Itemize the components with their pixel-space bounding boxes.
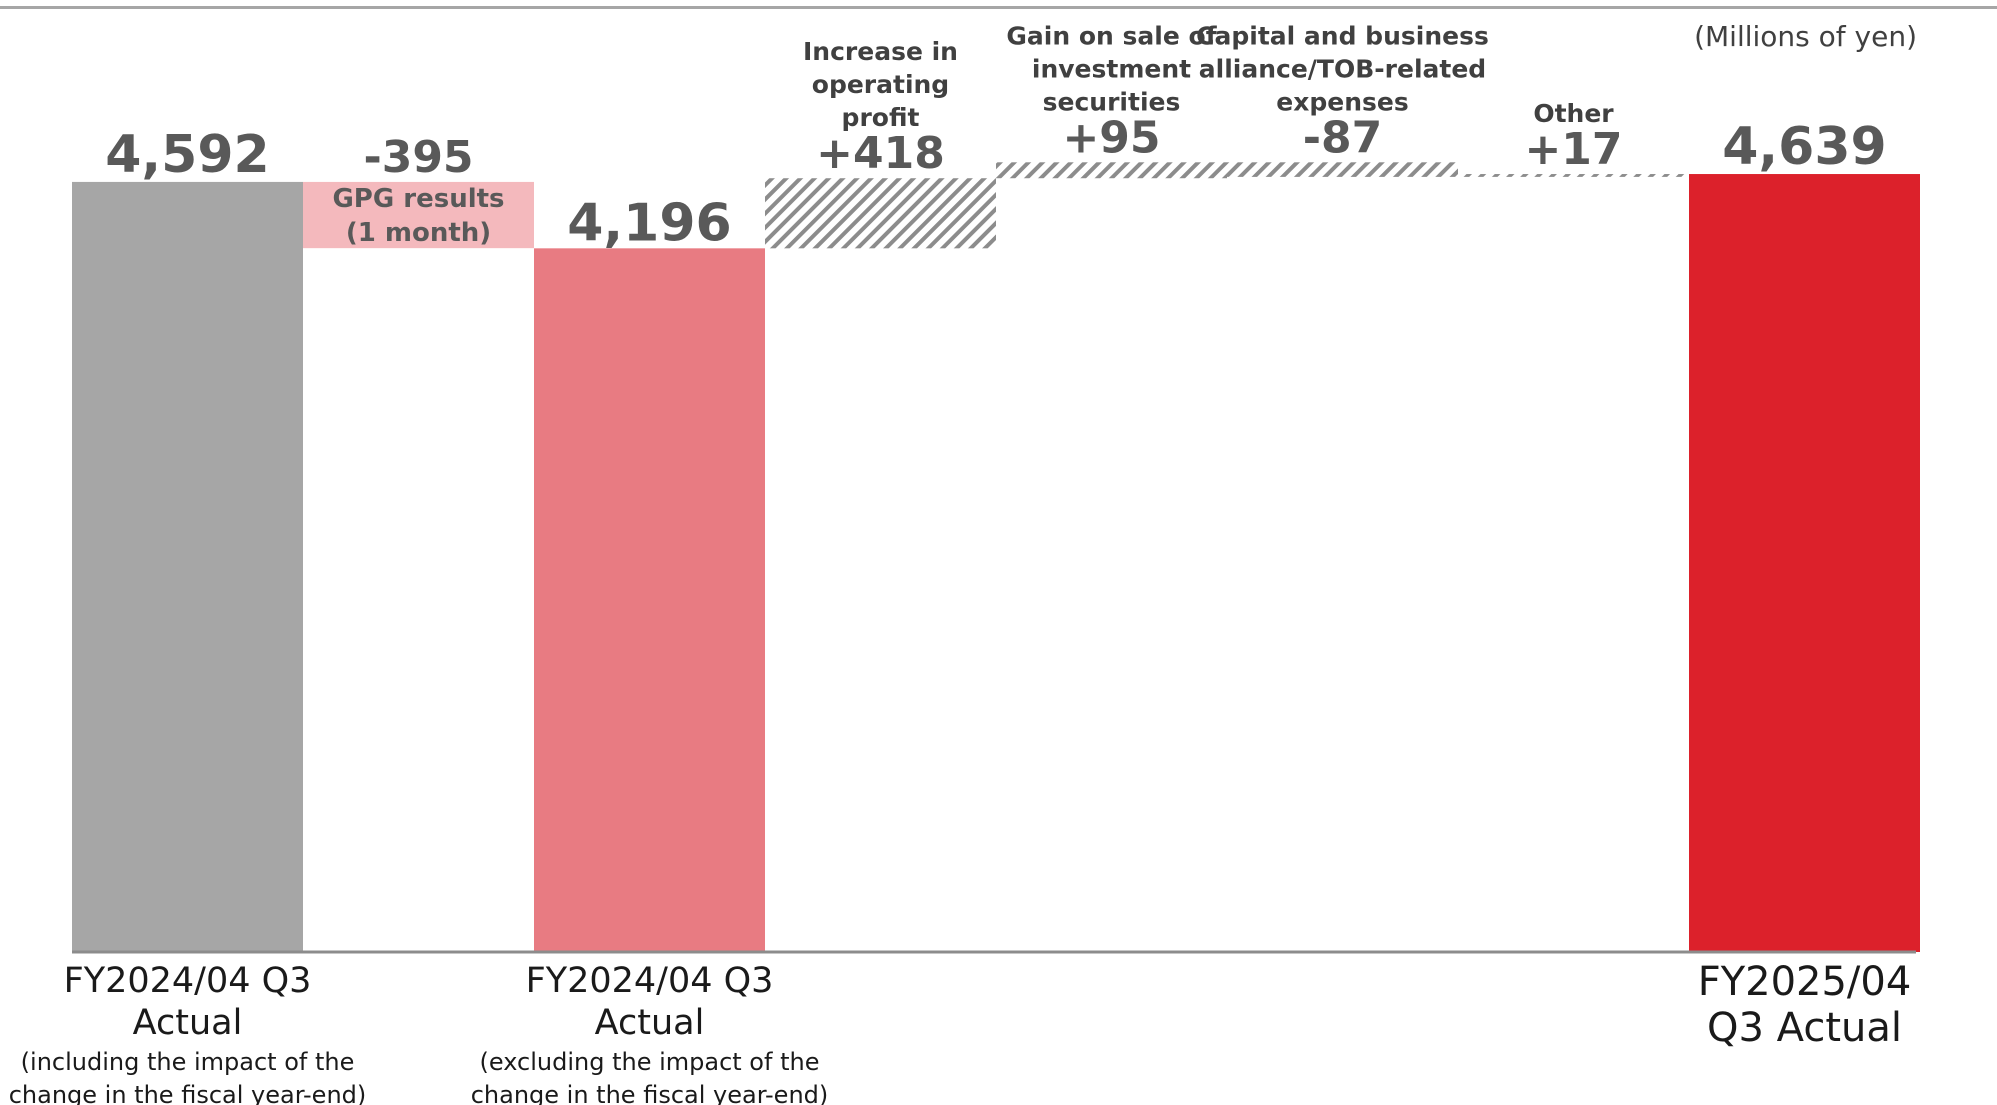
in-bar-label-line: (1 month) [346, 218, 491, 248]
category-top-label-line: profit [842, 103, 920, 132]
unit-label: (Millions of yen) [1694, 20, 1917, 53]
category-label-line: FY2024/04 Q3 [64, 961, 312, 1001]
category-top-label-line: Capital and business [1196, 21, 1489, 50]
top-rule [0, 6, 1997, 9]
value-label-3: 4,196 [567, 193, 731, 253]
bar-1 [72, 181, 303, 952]
bar-7 [1458, 174, 1689, 177]
in-bar-label-line: GPG results [332, 184, 504, 214]
category-label-line: FY2024/04 Q3 [526, 961, 774, 1001]
category-label-line: Actual [133, 1003, 243, 1043]
value-label-2: -395 [363, 132, 473, 183]
category-top-label-line: Increase in [803, 37, 958, 66]
category-top-label-line: Other [1533, 99, 1614, 128]
category-sublabel-line: change in the fiscal year-end) [9, 1081, 367, 1105]
category-label-line: Q3 Actual [1707, 1005, 1902, 1051]
bar-2 [303, 181, 534, 249]
category-sublabel-line: (excluding the impact of the [480, 1048, 820, 1076]
category-top-label-line: securities [1043, 87, 1181, 116]
bar-8 [1689, 174, 1920, 953]
value-label-8: 4,639 [1722, 117, 1886, 177]
bars-layer [72, 162, 1920, 953]
bar-5 [996, 162, 1227, 179]
category-top-label-line: expenses [1276, 87, 1408, 116]
value-label-5: +95 [1062, 112, 1160, 163]
value-label-7: +17 [1524, 124, 1622, 175]
category-sublabel-line: change in the fiscal year-end) [471, 1081, 829, 1105]
category-label-line: FY2025/04 [1698, 959, 1912, 1005]
category-label-line: Actual [595, 1003, 705, 1043]
category-top-label-line: operating [812, 70, 949, 99]
bar-3 [534, 248, 765, 952]
category-top-label-line: alliance/TOB-related [1199, 54, 1486, 83]
bar-6 [1227, 162, 1458, 177]
category-top-label-line: investment [1032, 54, 1191, 83]
category-sublabel-line: (including the impact of the [21, 1048, 355, 1076]
value-label-4: +418 [816, 128, 945, 179]
value-label-1: 4,592 [105, 125, 269, 185]
value-label-6: -87 [1303, 112, 1383, 163]
bar-4 [765, 178, 996, 249]
category-top-label-line: Gain on sale of [1006, 21, 1217, 50]
